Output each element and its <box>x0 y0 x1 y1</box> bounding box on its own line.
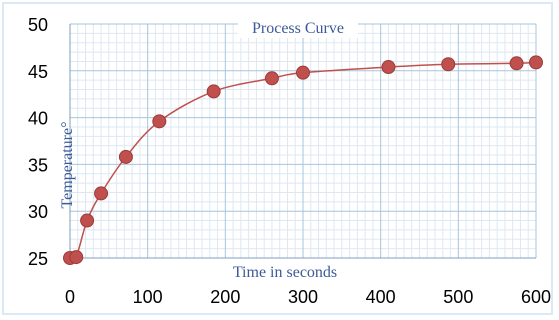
y-tick-label: 40 <box>28 109 48 129</box>
x-tick-label: 200 <box>210 287 240 307</box>
tick-labels: 0 100 200 300 400 500 600 25 30 35 40 45 50 <box>28 15 551 307</box>
x-tick-label: 600 <box>521 287 551 307</box>
y-tick-label: 25 <box>28 249 48 269</box>
data-point <box>80 213 95 228</box>
data-point <box>529 55 543 70</box>
data-point <box>118 149 133 164</box>
x-axis-label-background <box>215 260 353 282</box>
x-tick-label: 400 <box>366 287 396 307</box>
series-points <box>63 55 543 265</box>
y-tick-label: 30 <box>28 202 48 222</box>
data-point <box>206 84 221 99</box>
x-tick-label: 500 <box>443 287 473 307</box>
data-point <box>509 56 524 71</box>
chart-title-background <box>238 16 358 38</box>
axes <box>69 24 536 259</box>
data-point <box>381 60 396 75</box>
data-point <box>69 250 84 265</box>
x-axis-label: Time in seconds <box>233 264 337 281</box>
y-tick-label: 35 <box>28 155 48 175</box>
chart-title: Process Curve <box>252 20 344 37</box>
x-tick-label: 0 <box>65 287 75 307</box>
x-tick-label: 300 <box>288 287 318 307</box>
x-tick-label: 100 <box>133 287 163 307</box>
y-tick-label: 45 <box>28 62 48 82</box>
data-point <box>152 114 167 129</box>
y-tick-label: 50 <box>28 15 48 35</box>
data-point <box>94 186 109 201</box>
data-point <box>296 65 310 80</box>
data-point <box>264 71 279 86</box>
y-axis-label: Temperature° <box>59 121 76 208</box>
data-point <box>441 57 456 72</box>
